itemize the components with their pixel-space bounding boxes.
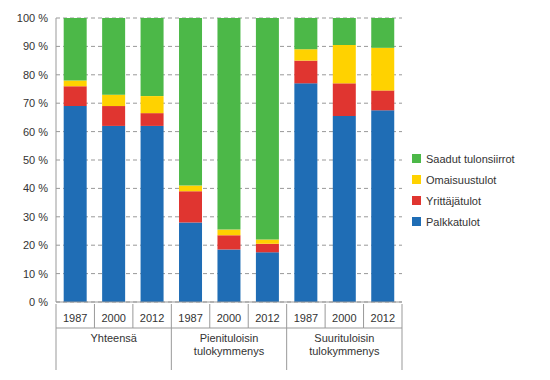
svg-text:2000: 2000 [332, 312, 356, 324]
svg-text:2012: 2012 [140, 312, 164, 324]
svg-text:10 %: 10 % [23, 268, 48, 280]
svg-text:Yhteensä: Yhteensä [90, 332, 137, 344]
svg-text:tulokymmenys: tulokymmenys [194, 345, 265, 357]
svg-text:1987: 1987 [63, 312, 87, 324]
svg-text:1987: 1987 [294, 312, 318, 324]
svg-text:60 %: 60 % [23, 126, 48, 138]
html-text:Omaisuustulot: Omaisuustulot [426, 173, 497, 186]
html-text:Palkkatulot: Palkkatulot [426, 215, 480, 228]
svg-text:80 %: 80 % [23, 69, 48, 81]
svg-text:20 %: 20 % [23, 239, 48, 251]
html-text:Yrittäjätulot: Yrittäjätulot [426, 194, 481, 207]
svg-text:40 %: 40 % [23, 182, 48, 194]
svg-text:0 %: 0 % [29, 296, 48, 308]
svg-text:2000: 2000 [217, 312, 241, 324]
svg-text:30 %: 30 % [23, 211, 48, 223]
svg-text:tulokymmenys: tulokymmenys [309, 345, 380, 357]
svg-text:90 %: 90 % [23, 40, 48, 52]
svg-text:100 %: 100 % [17, 12, 48, 24]
svg-text:70 %: 70 % [23, 97, 48, 109]
svg-text:1987: 1987 [178, 312, 202, 324]
html-text:Saadut tulonsiirrot: Saadut tulonsiirrot [426, 152, 515, 165]
svg-text:2012: 2012 [371, 312, 395, 324]
svg-text:2000: 2000 [101, 312, 125, 324]
svg-text:Suurituloisin: Suurituloisin [314, 332, 374, 344]
svg-text:2012: 2012 [255, 312, 279, 324]
svg-text:50 %: 50 % [23, 154, 48, 166]
svg-text:Pienituloisin: Pienituloisin [200, 332, 259, 344]
